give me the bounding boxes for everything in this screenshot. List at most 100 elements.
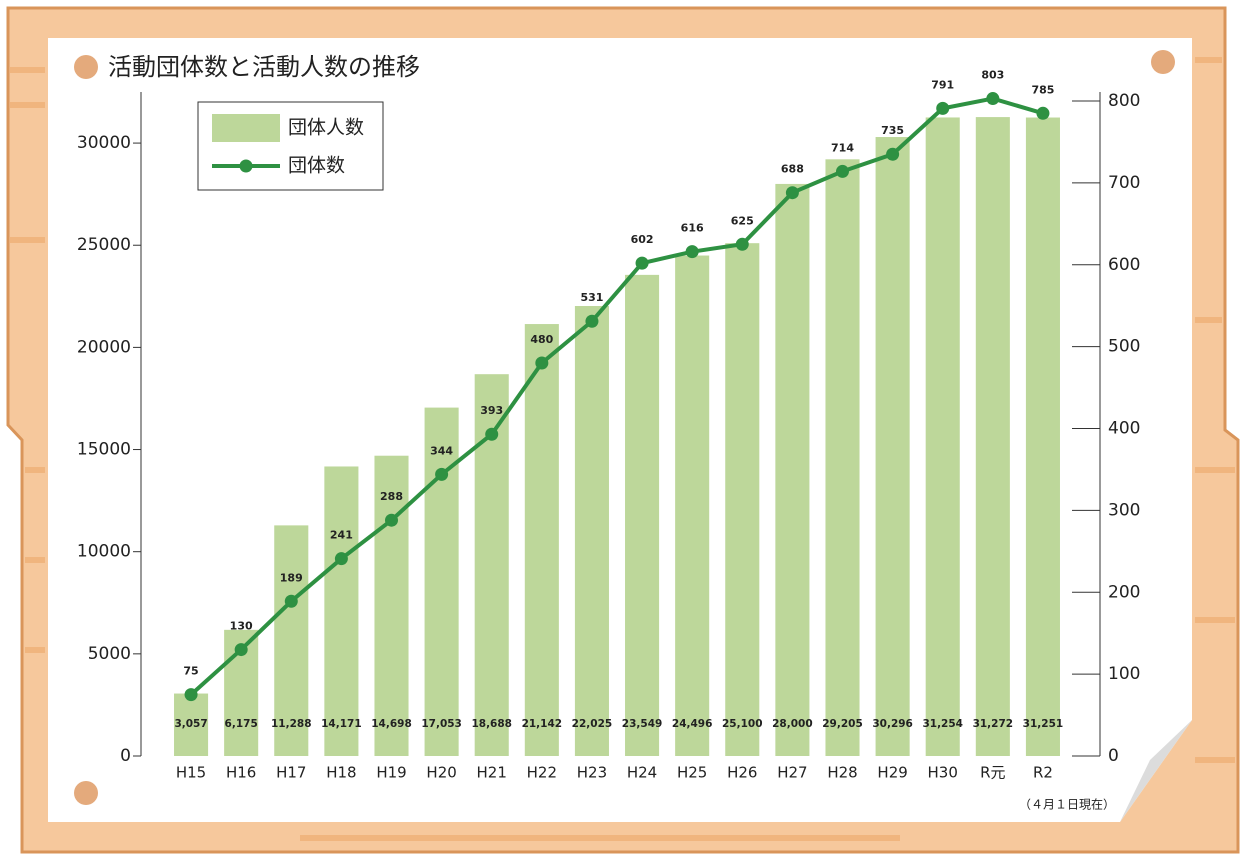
line-point — [284, 594, 298, 608]
line-value-label: 625 — [731, 214, 754, 227]
bar — [174, 693, 209, 756]
x-tick-label: H17 — [276, 764, 306, 782]
bar — [524, 324, 559, 756]
line-point — [886, 147, 900, 161]
line-point — [385, 513, 398, 527]
bar — [424, 407, 459, 756]
bar-value-label: 18,688 — [471, 718, 512, 730]
y-tick-label: 30000 — [77, 133, 131, 153]
bar-value-label: 30,296 — [872, 718, 913, 730]
y-tick-label: 20000 — [77, 337, 131, 357]
pin — [74, 781, 98, 805]
pin — [74, 55, 98, 79]
line-value-label: 531 — [580, 291, 603, 304]
x-tick-label: R元 — [980, 764, 1005, 782]
x-tick-label: H26 — [727, 764, 757, 782]
line-point — [836, 164, 849, 178]
bar-value-label: 23,549 — [622, 718, 663, 730]
x-tick-label: H20 — [426, 764, 456, 782]
bar — [574, 306, 609, 756]
bar — [274, 525, 309, 756]
line-value-label: 75 — [183, 665, 198, 678]
y-tick-label: 15000 — [77, 440, 131, 460]
y2-tick-label: 200 — [1108, 582, 1140, 602]
line-value-label: 344 — [430, 444, 453, 457]
line-value-label: 688 — [781, 163, 804, 176]
line-point — [986, 92, 1000, 106]
bar — [1025, 117, 1060, 757]
line-value-label: 393 — [480, 404, 503, 417]
line-value-label: 791 — [931, 78, 954, 91]
line-point — [936, 101, 950, 115]
line-point — [334, 552, 348, 566]
line-point — [685, 245, 699, 259]
line-point — [184, 688, 198, 702]
legend-swatch — [239, 159, 253, 173]
y2-tick-label: 500 — [1108, 337, 1140, 357]
bar-value-label: 24,496 — [672, 718, 713, 730]
y2-tick-label: 400 — [1108, 419, 1140, 439]
y2-tick-label: 300 — [1108, 500, 1140, 520]
line-value-label: 189 — [280, 571, 303, 584]
y2-tick-label: 100 — [1108, 664, 1140, 684]
line-value-label: 241 — [330, 529, 353, 542]
x-tick-label: H16 — [226, 764, 256, 782]
y2-tick-label: 0 — [1108, 746, 1119, 766]
page-curl — [1120, 720, 1192, 822]
bar — [625, 274, 660, 756]
bar — [324, 466, 359, 756]
line-value-label: 803 — [981, 69, 1004, 82]
y2-tick-label: 800 — [1108, 91, 1140, 111]
bar-value-label: 31,272 — [973, 718, 1014, 730]
legend-label: 団体数 — [288, 155, 345, 177]
line-point — [785, 186, 799, 200]
bar-value-label: 31,251 — [1023, 718, 1064, 730]
x-tick-label: H24 — [627, 764, 657, 782]
line-value-label: 602 — [631, 233, 654, 246]
bar — [875, 137, 910, 756]
line-value-label: 785 — [1031, 83, 1054, 96]
pin — [1151, 50, 1175, 74]
bar-value-label: 11,288 — [271, 718, 312, 730]
x-tick-label: H23 — [577, 764, 607, 782]
line-point — [435, 467, 449, 481]
line-point — [585, 314, 599, 328]
x-tick-label: H22 — [527, 764, 557, 782]
y-tick-label: 0 — [120, 746, 131, 766]
line-point — [234, 643, 248, 657]
line-point — [635, 256, 649, 270]
bar-value-label: 17,053 — [421, 718, 462, 730]
bar-value-label: 31,254 — [922, 718, 963, 730]
y2-tick-label: 700 — [1108, 173, 1140, 193]
bar-value-label: 3,057 — [174, 718, 207, 730]
y-tick-label: 5000 — [88, 644, 131, 664]
bar-value-label: 29,205 — [822, 718, 863, 730]
bar — [925, 117, 960, 757]
x-tick-label: H21 — [477, 764, 507, 782]
bar-value-label: 22,025 — [572, 718, 613, 730]
line-value-label: 130 — [230, 620, 253, 633]
bar-value-label: 21,142 — [522, 718, 563, 730]
bar — [675, 255, 710, 756]
bar — [975, 117, 1010, 756]
line — [189, 96, 1044, 697]
line-point — [535, 356, 549, 370]
x-tick-label: R2 — [1033, 764, 1053, 782]
x-tick-label: H28 — [827, 764, 857, 782]
x-tick-label: H27 — [777, 764, 807, 782]
line-value-label: 714 — [831, 141, 854, 154]
line-value-label: 735 — [881, 124, 904, 137]
legend-label: 団体人数 — [288, 117, 364, 139]
x-tick-label: H29 — [877, 764, 907, 782]
y-tick-label: 25000 — [77, 235, 131, 255]
bar — [725, 243, 760, 757]
legend-swatch — [212, 114, 280, 142]
bar-value-label: 14,698 — [371, 718, 412, 730]
bar — [775, 183, 810, 756]
bar — [374, 455, 409, 756]
bar-value-label: 28,000 — [772, 718, 813, 730]
bar — [825, 159, 860, 756]
line-point — [485, 427, 499, 441]
chart-title: 活動団体数と活動人数の推移 — [108, 53, 420, 81]
